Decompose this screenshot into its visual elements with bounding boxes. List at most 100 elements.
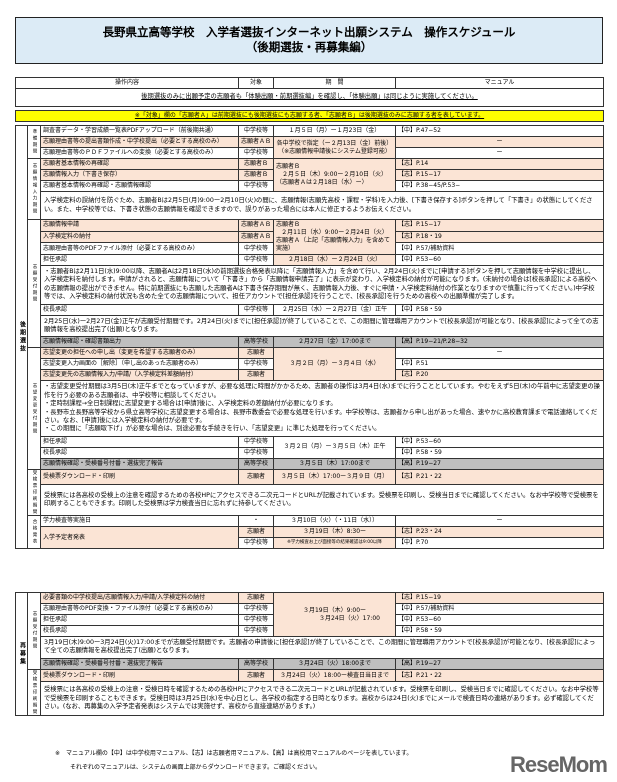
note: 2月25日(水)ー2月27日(金)正午が志願受付期間です。2月24日(火)までに…: [40, 314, 604, 338]
table-row: 志願理由書等の提出書類作成・中学校提出（必要とする高校のみ） 志願者ＡＢ 各中学校で…: [16, 136, 604, 159]
row-target: 志願者Ｂ: [238, 169, 274, 181]
row-target: ・: [238, 515, 274, 528]
table-row: 入学検定料の納付 志願者ＡＢ 【志】P.18・19: [16, 230, 604, 244]
section-label: 後期選抜: [15, 124, 28, 550]
row-manual: 【高】P.19−27: [395, 457, 604, 470]
row-manual: 【志】P.15−19: [395, 592, 604, 604]
period-line: ３月19日（木）9:00ー: [302, 606, 367, 614]
row-manual: 【志】P.21・22: [395, 668, 604, 683]
resemom-logo: ReseMom: [510, 752, 608, 777]
row-manual: 【中】P.57/補助資料: [395, 242, 604, 255]
row-content: 志願理由書等のPDF変換・ファイル添付（必要とする高校のみ）: [40, 603, 239, 615]
row-period: １月５日（月）ー１月23日（金）: [273, 125, 396, 137]
row-content: 志願情報確認・受検番号付番・選抜完了報告: [40, 657, 239, 670]
row-target: 中学校等: [238, 303, 274, 316]
row-period: 各中学校で指定（ー２月13日（金）前後） （※志願情報申請後にシステム登録可能）: [273, 136, 396, 159]
group-label: 準備期間: [27, 125, 41, 159]
row-period: ３月２日（月）ー３月５日（木）正午: [273, 435, 396, 459]
row-content: 志望変更入力画面の［解除］（申し出のあった志願者のみ）: [40, 358, 239, 371]
row-manual: 【高】P.19−21/P.28−32: [395, 336, 604, 349]
row-period: ３月５日（木）17:00ー３月９日（月）: [273, 468, 396, 486]
row-content: 志願情報確認・確認書類出力: [40, 336, 239, 349]
row-period: 志願者Ｂ ２月11日（水）9:00ー２月24日（火） 志願者Ａ（上記「志願情報入力」…: [273, 219, 396, 255]
period-line: （※志願情報申請後にシステム登録可能）: [278, 147, 391, 155]
period-line: （志願者Ａは２月18日（水）ー）: [276, 179, 368, 186]
note: ・志願者Bは2月11日(水)9:00以降、志願者Aは2月18日(水)の前期選抜合…: [40, 265, 604, 305]
header-content: 操作内容: [15, 77, 239, 89]
row-manual: 【志】P.14: [395, 158, 604, 170]
table-row: 志願受付期間 志願情報申請 志願者ＡＢ 志願者Ｂ ２月11日（水）9:00ー２月24日（…: [16, 218, 604, 349]
row-period: ３月19日（木）9:00ー ３月24日（火）17:00: [273, 592, 396, 637]
row-content: 担任承認: [40, 254, 239, 266]
row-target: 中学校等: [238, 603, 274, 615]
row-target: 志願者ＡＢ: [238, 136, 274, 148]
row-content: 校長承認: [40, 625, 239, 637]
notice-general: 後期選抜のみに出願予定の志願者も「体験出願・前期選抜編」を確認し、「体験出願」は…: [15, 88, 604, 107]
period-line: 志願者Ｂ: [276, 221, 301, 228]
schedule-table-recruit: 再募集 志願受付期間 必要書類の中学校提出/志願情報入力/申請/入学検定料の納付…: [15, 591, 604, 717]
period-line: 各中学校で指定（ー２月13日（金）前後）: [276, 139, 393, 147]
group-label: 受検票印刷期間: [27, 668, 41, 717]
table-row: 志願理由書等のＰＤＦファイルへの変換（必要とする高校のみ） 中学校等 ー: [16, 147, 604, 159]
row-manual: 【志】P.23・24: [395, 526, 604, 539]
row-period: ３月24日（火）18:00まで: [273, 657, 396, 670]
row-target: 中学校等: [238, 242, 274, 255]
group-label: 志願受付期間: [27, 218, 41, 349]
row-manual: 【高】P.19−27: [395, 657, 604, 670]
row-target: 志願者: [238, 592, 274, 604]
row-target: 中学校等: [238, 147, 274, 159]
row-manual: 【志】P.21・22: [395, 468, 604, 486]
note: 受検票には各高校の受検上の注意を確認するための各校HPにアクセスできる二次元コー…: [40, 484, 604, 517]
row-period: ２月27日（金）17:00まで: [273, 336, 396, 349]
table-row: 担任承認 中学校等 ２月18日（水）ー２月24日（火） 【中】P.53−60: [16, 254, 604, 266]
row-target: 中学校等: [238, 625, 274, 637]
row-content: 必要書類の中学校提出/志願情報入力/申請/入学検定料の納付: [40, 592, 239, 604]
row-target: 高等学校: [238, 336, 274, 349]
row-content: 入学予定者発表: [40, 526, 239, 550]
notice-target: ※「対象」欄の「志願者Ａ」は前期選抜にも後期選抜にも志願する者、「志願者Ｂ」は後…: [15, 110, 604, 122]
group-label: 志願情報入力期間: [27, 158, 41, 220]
row-content: 校長承認: [40, 303, 239, 316]
table-row: 志願理由書等のPDF変換・ファイル添付（必要とする高校のみ） 中学校等 【中】P.5…: [16, 603, 604, 615]
row-period: ２月25日（水）ー２月27日（金）正午: [273, 303, 396, 316]
note: 受検票には各高校の受検上の注意・受検日時を確認するための各校HPにアクセスできる…: [40, 681, 604, 717]
row-manual: 【中】P.70: [395, 537, 604, 550]
row-period: ３月５日（木）17:00まで: [273, 457, 396, 470]
row-content: 志望変更先の志願情報入力/申請/（入学検定料差額納付）: [40, 369, 239, 382]
group-label: 志望変更受付期間: [27, 347, 41, 470]
note: 3月19日(木)9:00ー3月24日(火)17:00までが志願受付期間です。志願…: [40, 636, 604, 659]
row-manual: 【中】P.53−60: [395, 254, 604, 266]
footer-note-2: それぞれのマニュアルは、システムの画面上部からダウンロードできます。ご確認くださ…: [70, 764, 322, 771]
row-manual: 【志】P.15−17: [395, 169, 604, 181]
row-target: 高等学校: [238, 657, 274, 670]
row-target: 志願者: [238, 369, 274, 382]
row-target: 中学校等: [238, 446, 274, 459]
period-line: ２月11日（水）9:00ー２月24日（火）: [281, 229, 388, 236]
row-target: 中学校等: [238, 254, 274, 266]
row-content: 志願理由書等のPDFファイル添付（必要とする高校のみ）: [40, 242, 239, 255]
header-target: 対象: [238, 77, 274, 89]
row-target: 中学校等: [238, 435, 274, 448]
row-content: 志願情報確認・受検番号付番・選抜完了報告: [40, 457, 239, 470]
row-content: 志願者基本情報の再確認: [40, 158, 239, 170]
row-target: 中学校等: [238, 125, 274, 137]
group-label: 志願受付期間: [27, 592, 41, 670]
row-manual: 【中】P.58・59: [395, 446, 604, 459]
row-target: 志願者: [238, 668, 274, 683]
row-manual: 【中】P.53−60: [395, 614, 604, 626]
row-period: 志願者Ｂ ２月５日（木）9:00ー２月10日（火） （志願者Ａは２月18日（水）ー）: [273, 158, 396, 192]
row-manual: ー: [395, 147, 604, 159]
period-line: ２月５日（木）9:00ー２月10日（火）: [281, 171, 388, 178]
row-target: 中学校等: [238, 180, 274, 192]
row-target: 志願者Ｂ: [238, 158, 274, 170]
note: ・志望変更受付期間は3月5日(木)正午までとなっていますが、必要な処理に時間がか…: [40, 380, 604, 437]
row-manual: ー: [395, 136, 604, 148]
row-content: 志願情報申請: [40, 219, 239, 232]
row-content: 受検票ダウンロード・印刷: [40, 468, 239, 486]
row-content: 入学検定料の納付: [40, 230, 239, 244]
row-manual: 【志】P.18・19: [395, 230, 604, 244]
table-row: 校長承認 中学校等 【中】P.58・59: [16, 625, 604, 637]
row-period: ３月10日（火）（・11日（水））: [273, 515, 396, 528]
table-row: 合格発表 学力検査等実施日・ ３月10日（火）（・11日（水））ー: [16, 515, 604, 550]
row-manual: 【中】P.51: [395, 358, 604, 371]
